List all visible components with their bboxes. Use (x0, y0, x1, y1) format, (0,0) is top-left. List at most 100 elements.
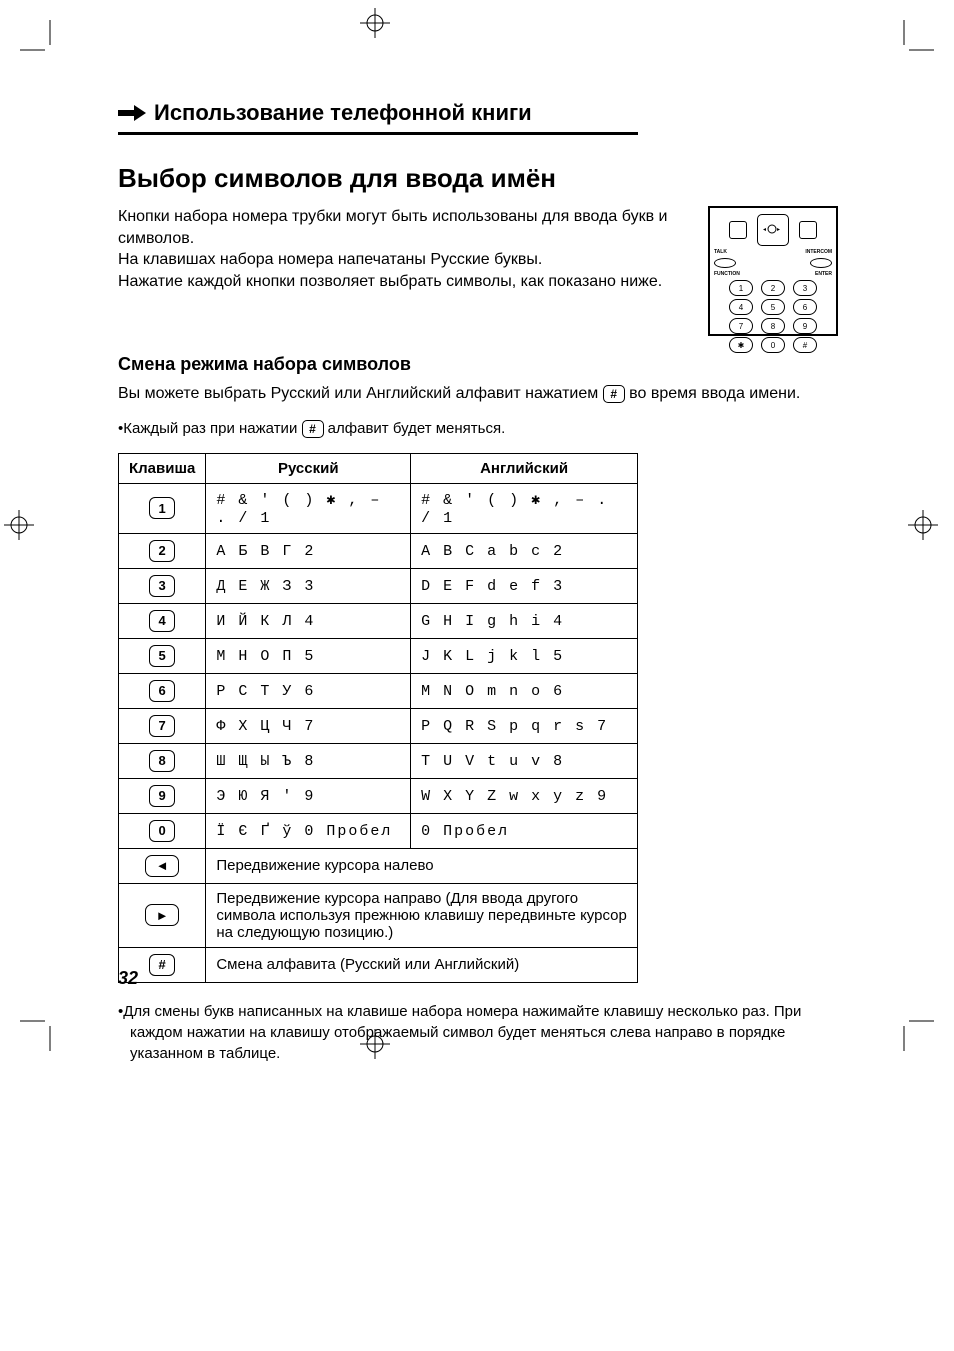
key-9-icon: 9 (149, 785, 175, 807)
hash-key-icon: # (603, 385, 625, 403)
key-2-icon: 2 (149, 540, 175, 562)
key-4-icon: 4 (149, 610, 175, 632)
key-cell: 7 (119, 708, 206, 743)
arrow-right-icon (118, 105, 146, 121)
keypad-7: 7 (729, 318, 753, 334)
key-cell: ◄ (119, 848, 206, 883)
eng-cell: # & ' ( ) ✱ , – . / 1 (411, 483, 638, 533)
key-cell: 9 (119, 778, 206, 813)
hash-key-icon: # (302, 420, 324, 438)
key-cell: 5 (119, 638, 206, 673)
key-cell: 4 (119, 603, 206, 638)
eng-cell: M N O m n o 6 (411, 673, 638, 708)
main-heading: Выбор символов для ввода имён (118, 163, 838, 194)
rus-cell: Ї Є Ґ ў 0 Пробел (206, 813, 411, 848)
header-eng: Английский (411, 453, 638, 483)
section-header-row: Использование телефонной книги (118, 100, 838, 126)
intro-text: Кнопки набора номера трубки могут быть и… (118, 206, 678, 336)
keypad-8: 8 (761, 318, 785, 334)
hash-text-cell: Смена алфавита (Русский или Английский) (206, 947, 638, 982)
table-row: 4 И Й К Л 4G H I g h i 4 (119, 603, 638, 638)
footnote: •Для смены букв написанных на клавише на… (118, 1001, 838, 1064)
rus-cell: Д Е Ж З 3 (206, 568, 411, 603)
table-row: # Смена алфавита (Русский или Английский) (119, 947, 638, 982)
keypad-label-function: FUNCTION (714, 271, 740, 277)
eng-cell: J K L j k l 5 (411, 638, 638, 673)
key-6-icon: 6 (149, 680, 175, 702)
svg-text:◂: ◂ (763, 227, 766, 233)
character-table: Клавиша Русский Английский 1 # & ' ( ) ✱ … (118, 453, 638, 983)
key-cell: 0 (119, 813, 206, 848)
keypad-star: ✱ (729, 337, 753, 353)
mode-text-post: во время ввода имени. (625, 385, 801, 402)
keypad-hash: # (793, 337, 817, 353)
eng-cell: P Q R S p q r s 7 (411, 708, 638, 743)
table-row: ◄Передвижение курсора налево (119, 848, 638, 883)
keypad-key-icon (729, 221, 747, 239)
key-5-icon: 5 (149, 645, 175, 667)
right-arrow-icon: ► (145, 904, 179, 926)
key-1-icon: 1 (149, 497, 175, 519)
eng-cell: W X Y Z w x y z 9 (411, 778, 638, 813)
rus-cell: И Й К Л 4 (206, 603, 411, 638)
mode-text: Вы можете выбрать Русский или Английский… (118, 383, 838, 405)
key-cell: 3 (119, 568, 206, 603)
bullet1-post: алфавит будет меняться. (324, 420, 506, 437)
table-row: 8Ш Щ Ы Ъ 8T U V t u v 8 (119, 743, 638, 778)
keypad-oval-icon (810, 258, 832, 268)
key-cell: 8 (119, 743, 206, 778)
key-7-icon: 7 (149, 715, 175, 737)
rus-cell: Ф Х Ц Ч 7 (206, 708, 411, 743)
key-cell: ► (119, 883, 206, 947)
page-content: Использование телефонной книги Выбор сим… (118, 100, 838, 1064)
registration-mark-left (4, 510, 34, 540)
rus-cell: Р С Т У 6 (206, 673, 411, 708)
header-divider (118, 132, 638, 135)
eng-cell: 0 Пробел (411, 813, 638, 848)
keypad-label-talk: TALK (714, 249, 727, 255)
keypad-3: 3 (793, 280, 817, 296)
keypad-oval-icon (714, 258, 736, 268)
keypad-4: 4 (729, 299, 753, 315)
bullet-1: •Каждый раз при нажатии # алфавит будет … (118, 419, 838, 439)
rus-cell: # & ' ( ) ✱ , – . / 1 (206, 483, 411, 533)
keypad-0: 0 (761, 337, 785, 353)
table-row: ► Передвижение курсора направо (Для ввода… (119, 883, 638, 947)
hash-key-icon: # (149, 954, 175, 976)
table-row: 9Э Ю Я ' 9W X Y Z w x y z 9 (119, 778, 638, 813)
keypad-nav-icon: ◂▸ (757, 214, 789, 246)
left-text-cell: Передвижение курсора налево (206, 848, 638, 883)
table-row: 5М Н О П 5J K L j k l 5 (119, 638, 638, 673)
table-row: 7 Ф Х Ц Ч 7P Q R S p q r s 7 (119, 708, 638, 743)
header-key: Клавиша (119, 453, 206, 483)
eng-cell: A B C a b c 2 (411, 533, 638, 568)
keypad-6: 6 (793, 299, 817, 315)
table-row: 6 Р С Т У 6M N O m n o 6 (119, 673, 638, 708)
keypad-1: 1 (729, 280, 753, 296)
sub-heading: Смена режима набора символов (118, 354, 838, 375)
key-cell: 1 (119, 483, 206, 533)
svg-text:▸: ▸ (777, 227, 780, 233)
page-number: 32 (118, 968, 138, 989)
bullet1-pre: •Каждый раз при нажатии (118, 420, 302, 437)
keypad-label-enter: ENTER (815, 271, 832, 277)
table-row: 0Ї Є Ґ ў 0 Пробел0 Пробел (119, 813, 638, 848)
table-row: 3 Д Е Ж З 3D E F d e f 3 (119, 568, 638, 603)
table-row: 1 # & ' ( ) ✱ , – . / 1# & ' ( ) ✱ , – . … (119, 483, 638, 533)
keypad-5: 5 (761, 299, 785, 315)
eng-cell: D E F d e f 3 (411, 568, 638, 603)
rus-cell: Ш Щ Ы Ъ 8 (206, 743, 411, 778)
registration-mark-top (360, 8, 390, 38)
intro-row: Кнопки набора номера трубки могут быть и… (118, 206, 838, 336)
eng-cell: G H I g h i 4 (411, 603, 638, 638)
eng-cell: T U V t u v 8 (411, 743, 638, 778)
mode-text-pre: Вы можете выбрать Русский или Английский… (118, 385, 603, 402)
key-cell: 2 (119, 533, 206, 568)
keypad-2: 2 (761, 280, 785, 296)
section-header: Использование телефонной книги (154, 100, 532, 126)
table-row: 2А Б В Г 2A B C a b c 2 (119, 533, 638, 568)
keypad-key-icon (799, 221, 817, 239)
key-3-icon: 3 (149, 575, 175, 597)
table-header-row: Клавиша Русский Английский (119, 453, 638, 483)
right-text-cell: Передвижение курсора направо (Для ввода … (206, 883, 638, 947)
